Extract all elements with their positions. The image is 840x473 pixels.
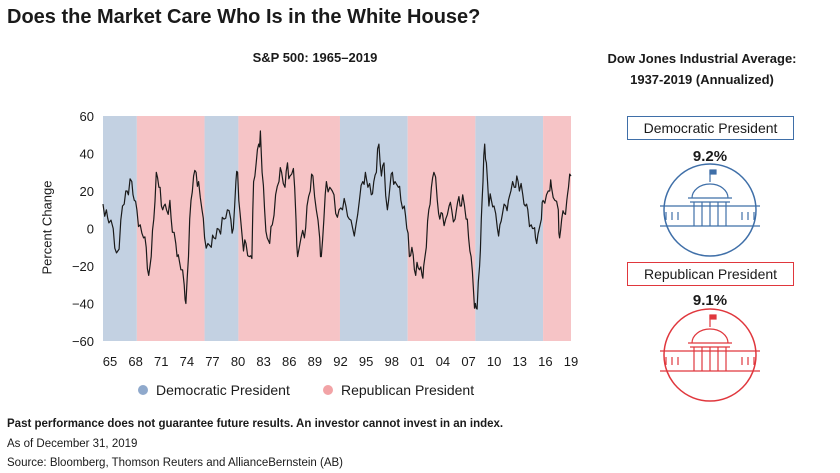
x-tick-label: 65 [103,354,117,369]
x-tick-label: 98 [384,354,398,369]
source-note: Source: Bloomberg, Thomson Reuters and A… [7,457,344,469]
x-tick-label: 92 [333,354,347,369]
x-tick-label: 71 [154,354,168,369]
dow-title: Dow Jones Industrial Average: 1937-2019 … [592,48,812,90]
chart-title: S&P 500: 1965–2019 [252,50,378,65]
republican-term-band [407,116,476,341]
republican-president-label: Republican President [627,262,794,286]
republican-return-value: 9.1% [692,292,728,309]
x-tick-label: 13 [513,354,527,369]
x-tick-label: 16 [538,354,552,369]
democratic-president-label: Democratic President [627,116,794,140]
y-tick-label: −60 [72,334,94,349]
x-tick-label: 95 [359,354,373,369]
sp500-chart: 60 40 20 0 −20 −40 −60 65 68 71 74 77 80 83 86 89 92 95 9… [72,109,578,369]
y-tick-label: 60 [80,109,94,124]
democratic-white-house-icon [660,163,760,257]
x-tick-label: 07 [461,354,475,369]
y-tick-label: 40 [80,147,94,162]
democratic-legend-dot [138,385,148,395]
x-tick-label: 04 [436,354,450,369]
x-tick-label: 89 [308,354,322,369]
y-tick-label: −20 [72,259,94,274]
x-tick-label: 83 [256,354,270,369]
legend-label-republican: Republican President [341,382,475,398]
x-tick-label: 01 [410,354,424,369]
dow-title-line1: Dow Jones Industrial Average: [607,51,797,66]
as-of-date: As of December 31, 2019 [7,438,138,450]
republican-term-band [136,116,205,341]
republican-term-band [238,116,340,341]
x-tick-label: 68 [128,354,142,369]
legend-item-democratic: Democratic President [138,382,290,398]
republican-term-band [543,116,571,341]
y-tick-label: −40 [72,297,94,312]
democratic-return-value: 9.2% [692,148,728,165]
disclaimer-note: Past performance does not guarantee futu… [7,418,504,430]
republican-white-house-icon [660,308,760,402]
republican-legend-dot [323,385,333,395]
legend-item-republican: Republican President [323,382,474,398]
x-tick-label: 86 [282,354,296,369]
x-tick-label: 74 [180,354,194,369]
x-tick-label: 19 [564,354,578,369]
legend-label-democratic: Democratic President [156,382,290,398]
democratic-term-band [339,116,408,341]
sp500-series-line [102,130,572,310]
y-tick-label: 20 [80,184,94,199]
x-tick-label: 77 [205,354,219,369]
page-title: Does the Market Care Who Is in the White… [7,6,481,28]
dow-title-line2: 1937-2019 (Annualized) [630,72,774,87]
democratic-term-band [475,116,544,341]
x-tick-label: 10 [487,354,501,369]
x-tick-label: 80 [231,354,245,369]
y-tick-label: 0 [87,222,94,237]
